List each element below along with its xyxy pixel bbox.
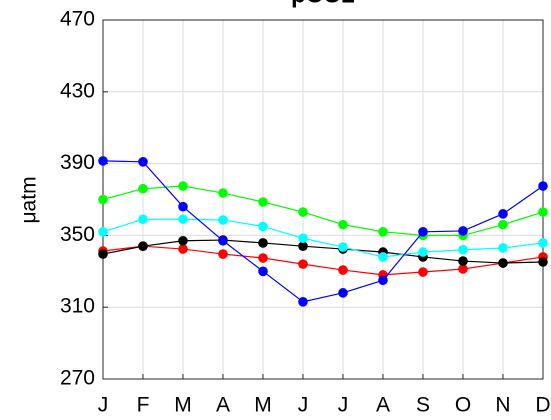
y-tick-label: 390 xyxy=(60,151,95,174)
plot-frame xyxy=(102,19,544,380)
data-point xyxy=(378,227,388,237)
series-line xyxy=(102,160,544,303)
data-point xyxy=(178,244,188,254)
data-point xyxy=(538,257,548,267)
x-tick-label: A xyxy=(216,394,230,417)
x-tick-label: N xyxy=(495,394,510,417)
chart-title: pCO2 xyxy=(291,0,355,8)
data-point xyxy=(98,249,108,259)
data-point xyxy=(258,238,268,248)
data-point xyxy=(498,243,508,253)
data-point xyxy=(338,265,348,275)
data-point xyxy=(138,183,148,194)
data-point xyxy=(178,214,188,225)
data-point xyxy=(98,227,108,237)
data-point xyxy=(298,241,308,251)
data-point xyxy=(498,209,508,219)
data-point xyxy=(258,253,268,263)
y-tick-label: 310 xyxy=(60,295,95,318)
data-point xyxy=(338,242,348,252)
series-line xyxy=(102,185,544,236)
x-tick-label: M xyxy=(254,394,272,417)
data-point xyxy=(178,181,188,191)
data-point xyxy=(218,235,228,246)
series-line xyxy=(102,245,544,276)
data-point xyxy=(538,238,548,248)
y-tick-label: 430 xyxy=(60,79,95,102)
data-point xyxy=(418,227,428,237)
y-tick-label: 470 xyxy=(60,8,95,31)
data-point xyxy=(298,259,308,269)
data-point xyxy=(258,266,268,277)
y-tick-label: 270 xyxy=(60,367,95,390)
x-tick-label: M xyxy=(174,394,192,417)
data-point xyxy=(298,207,308,217)
data-point xyxy=(338,219,348,230)
data-point xyxy=(458,226,468,236)
data-point xyxy=(458,244,468,255)
data-point xyxy=(258,197,268,207)
x-tick-label: J xyxy=(298,394,309,417)
data-point xyxy=(498,219,508,230)
data-point xyxy=(258,221,268,232)
series-line xyxy=(102,239,544,264)
data-point xyxy=(218,188,228,198)
x-tick-label: J xyxy=(338,394,349,417)
data-point xyxy=(138,157,148,167)
data-point xyxy=(418,247,428,257)
data-point xyxy=(298,297,308,307)
data-point xyxy=(378,252,388,262)
x-tick-label: A xyxy=(376,394,390,417)
data-point xyxy=(538,181,548,191)
data-point xyxy=(98,156,108,166)
x-tick-label: F xyxy=(137,394,150,417)
data-point xyxy=(218,249,228,259)
x-tick-label: D xyxy=(535,394,550,417)
data-point xyxy=(298,233,308,244)
y-tick-label: 350 xyxy=(60,223,95,246)
data-point xyxy=(498,258,508,268)
data-point xyxy=(178,201,188,212)
x-tick-label: S xyxy=(416,394,430,417)
data-point xyxy=(378,275,388,286)
data-point xyxy=(138,241,148,251)
data-point xyxy=(178,235,188,246)
data-point xyxy=(538,207,548,217)
data-point xyxy=(138,214,148,225)
x-tick-label: O xyxy=(455,394,471,417)
data-point xyxy=(218,215,228,225)
y-axis-label: μatm xyxy=(18,176,41,223)
x-tick-label: J xyxy=(98,394,109,417)
data-point xyxy=(98,194,108,205)
data-point xyxy=(458,264,468,274)
series-line xyxy=(102,218,544,258)
data-point xyxy=(458,256,468,266)
data-point xyxy=(338,288,348,298)
data-point xyxy=(418,267,428,277)
